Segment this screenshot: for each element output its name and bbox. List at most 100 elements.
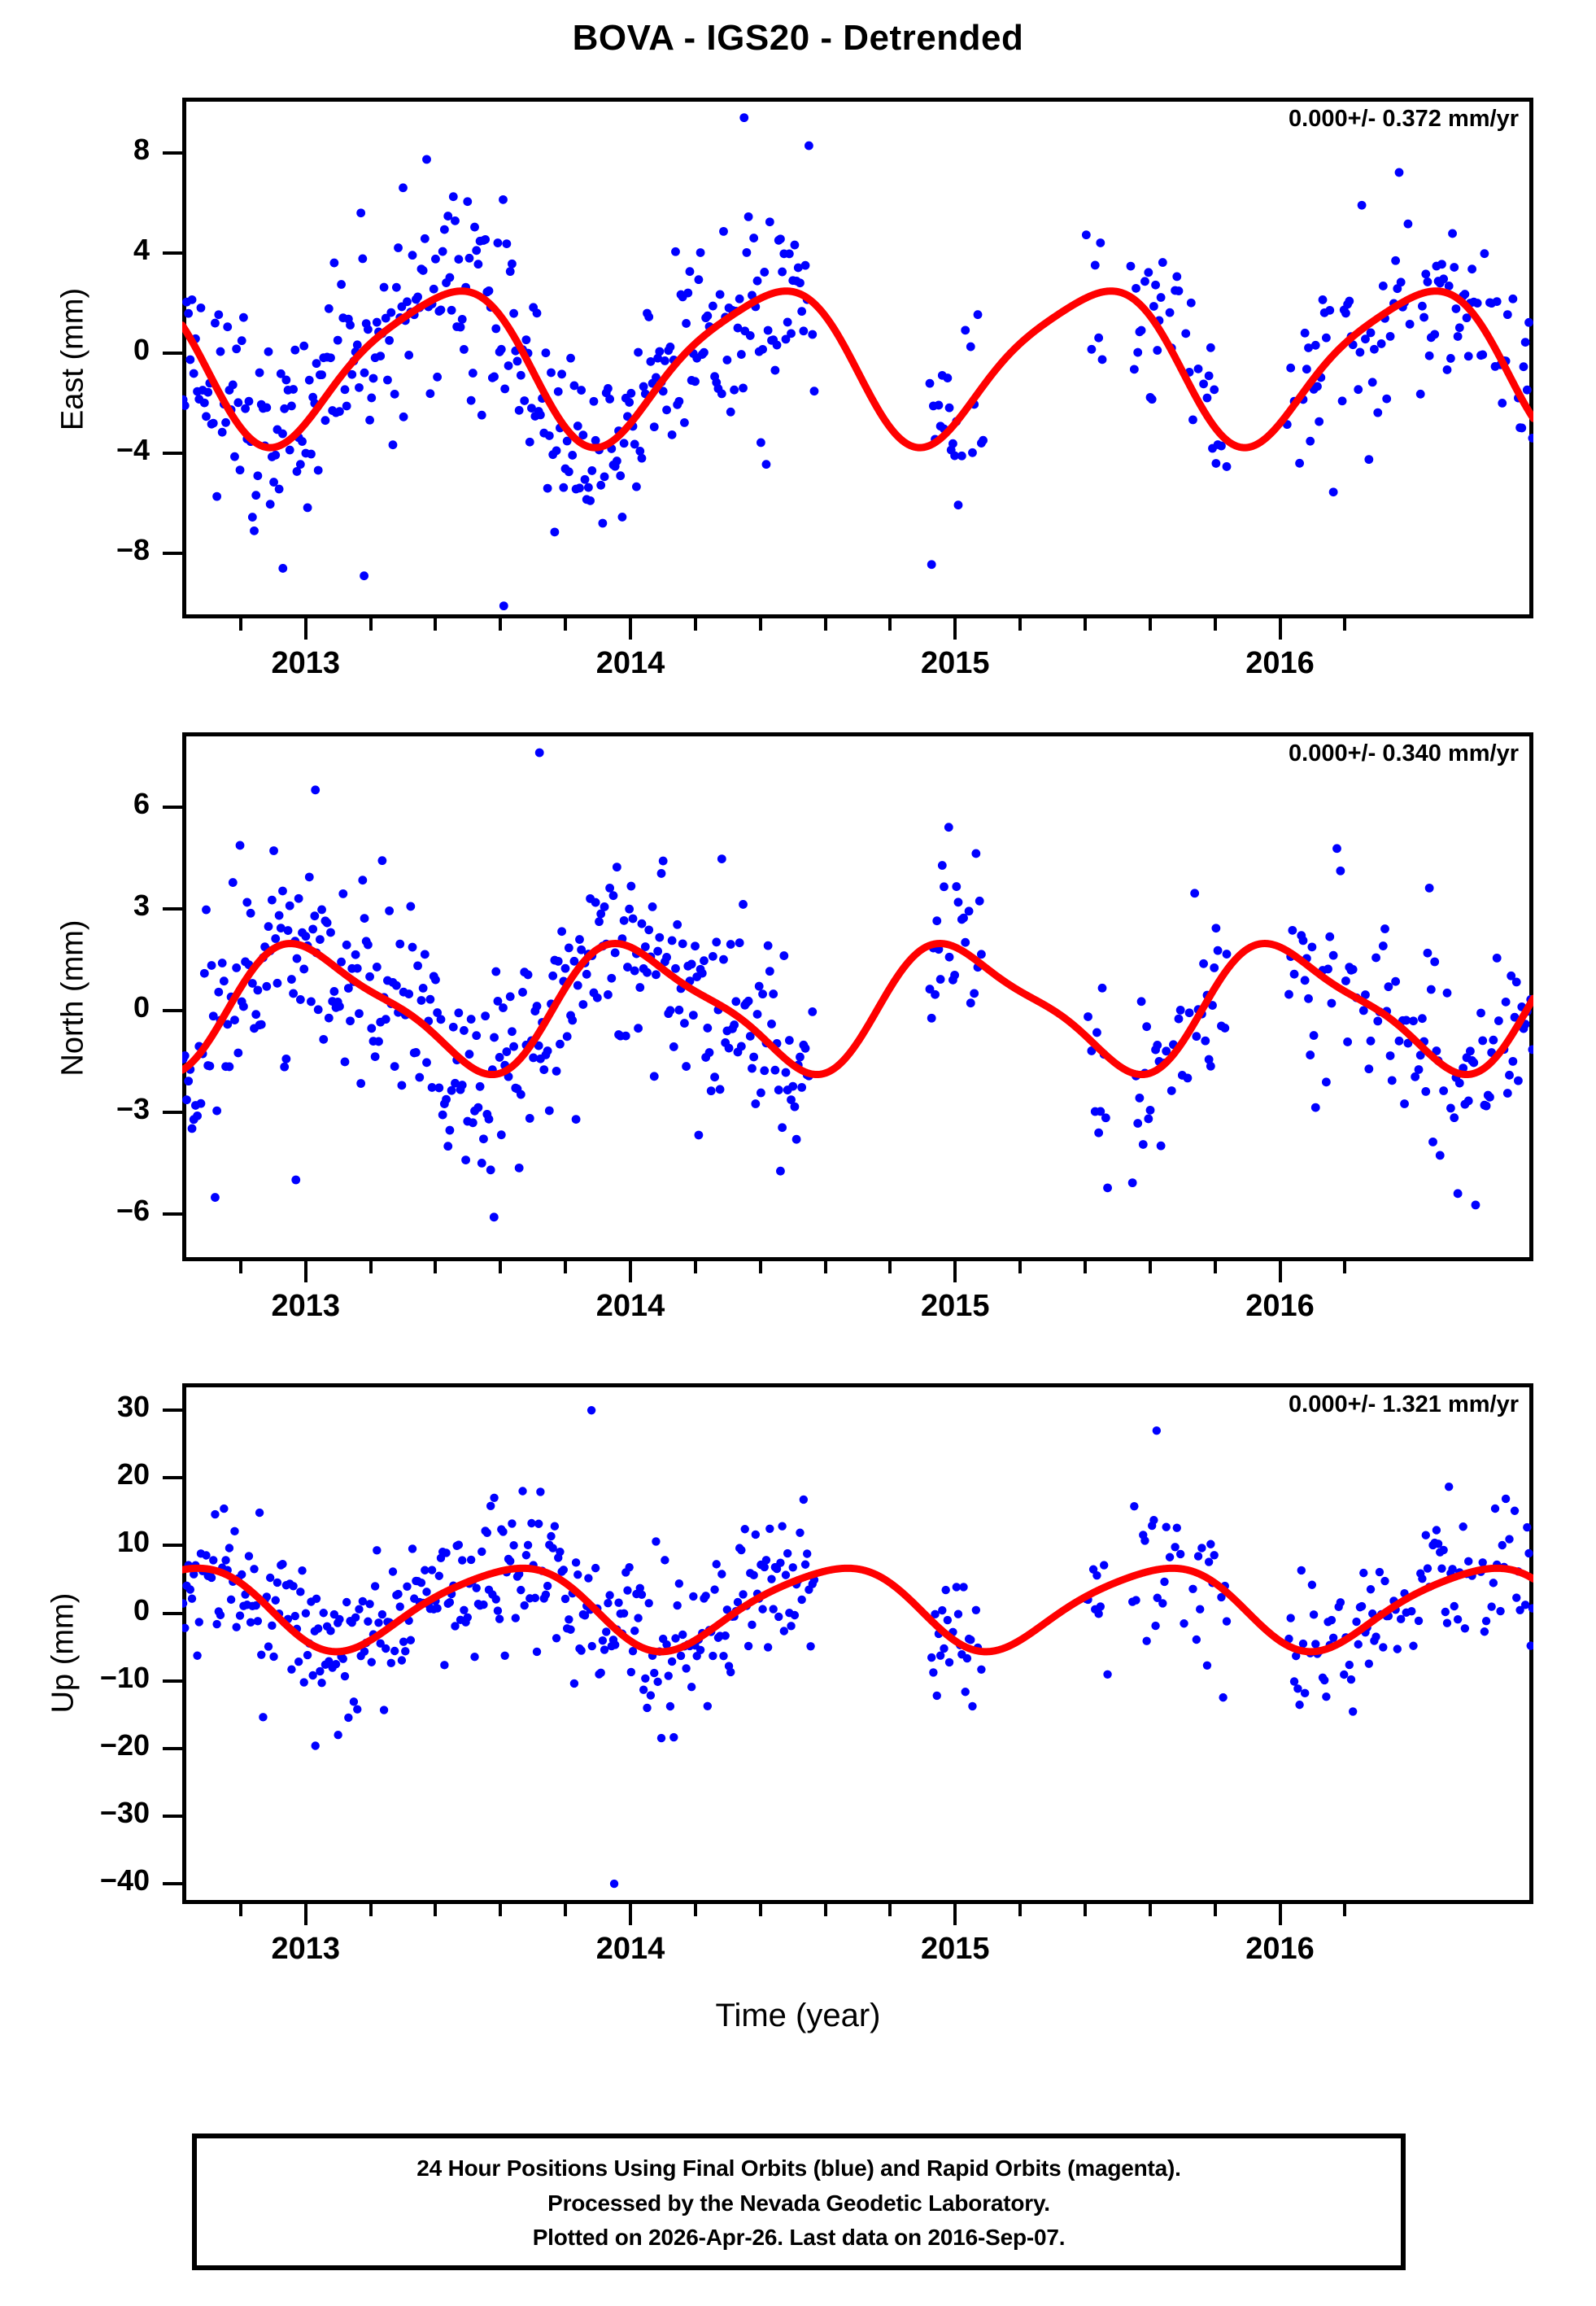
y-tick-mark — [163, 251, 182, 255]
y-tick-label: −8 — [116, 533, 150, 566]
y-tick-mark — [163, 1882, 182, 1886]
x-tick-label: 2016 — [1245, 1289, 1315, 1323]
x-tick-label: 2014 — [595, 646, 665, 680]
y-tick-mark — [163, 906, 182, 911]
y-tick-label: −3 — [116, 1091, 150, 1125]
x-tick-minor — [499, 1904, 503, 1916]
x-tick-minor — [1213, 618, 1217, 631]
rate-annotation-north: 0.000+/- 0.340 mm/yr — [1289, 740, 1519, 766]
x-tick-major — [953, 618, 957, 640]
panel-up: 0.000+/- 1.321 mm/yr — [182, 1383, 1533, 1904]
x-tick-minor — [238, 1261, 242, 1273]
x-tick-major — [303, 1904, 307, 1925]
y-tick-mark — [163, 1110, 182, 1114]
y-tick-mark — [163, 1679, 182, 1683]
x-tick-minor — [1343, 1904, 1347, 1916]
x-tick-minor — [499, 1261, 503, 1273]
y-tick-label: −10 — [99, 1660, 150, 1694]
caption-line-3: Plotted on 2026-Apr-26. Last data on 201… — [532, 2225, 1066, 2251]
x-tick-minor — [823, 1904, 827, 1916]
x-tick-minor — [1343, 618, 1347, 631]
y-tick-label: 0 — [133, 332, 150, 366]
x-tick-minor — [758, 618, 762, 631]
x-tick-label: 2016 — [1245, 646, 1315, 680]
y-tick-mark — [163, 1814, 182, 1818]
x-tick-major — [629, 1904, 632, 1925]
x-tick-minor — [368, 1261, 373, 1273]
x-tick-minor — [693, 1904, 697, 1916]
panel-east: 0.000+/- 0.372 mm/yr — [182, 98, 1533, 618]
x-tick-major — [303, 618, 307, 640]
y-tick-mark — [163, 151, 182, 155]
x-tick-minor — [1083, 618, 1087, 631]
plot-frame-up — [182, 1383, 1533, 1904]
caption-box: 24 Hour Positions Using Final Orbits (bl… — [192, 2133, 1406, 2270]
x-tick-minor — [564, 1261, 568, 1273]
y-tick-mark — [163, 1746, 182, 1750]
y-tick-label: 0 — [133, 1592, 150, 1627]
x-tick-label: 2014 — [595, 1289, 665, 1323]
x-tick-minor — [368, 618, 373, 631]
rate-annotation-east: 0.000+/- 0.372 mm/yr — [1289, 106, 1519, 132]
x-tick-minor — [434, 1261, 438, 1273]
x-tick-label: 2015 — [921, 1932, 990, 1966]
x-tick-label: 2013 — [271, 646, 340, 680]
y-tick-mark — [163, 1408, 182, 1413]
x-tick-minor — [823, 618, 827, 631]
plot-area-north — [182, 748, 1533, 1222]
y-tick-label: −20 — [99, 1727, 150, 1762]
x-tick-label: 2016 — [1245, 1932, 1315, 1966]
x-tick-minor — [434, 1904, 438, 1916]
x-tick-minor — [1148, 1261, 1152, 1273]
x-tick-major — [1278, 1904, 1282, 1925]
x-tick-minor — [564, 1904, 568, 1916]
x-tick-minor — [888, 618, 892, 631]
y-tick-mark — [163, 351, 182, 355]
x-tick-minor — [693, 1261, 697, 1273]
y-tick-label: 6 — [133, 786, 150, 820]
y-tick-label: −30 — [99, 1795, 150, 1829]
x-tick-minor — [823, 1261, 827, 1273]
x-tick-major — [629, 618, 632, 640]
x-axis-label: Time (year) — [715, 1998, 881, 2033]
x-tick-major — [303, 1261, 307, 1282]
x-tick-minor — [693, 618, 697, 631]
x-tick-minor — [1213, 1261, 1217, 1273]
x-tick-minor — [1213, 1904, 1217, 1916]
x-tick-minor — [238, 1904, 242, 1916]
y-tick-label: −4 — [116, 432, 150, 466]
x-tick-minor — [368, 1904, 373, 1916]
x-tick-major — [953, 1904, 957, 1925]
x-tick-major — [1278, 618, 1282, 640]
x-tick-minor — [758, 1261, 762, 1273]
x-tick-major — [1278, 1261, 1282, 1282]
y-tick-label: 30 — [116, 1390, 150, 1424]
y-tick-mark — [163, 805, 182, 809]
y-tick-label: 3 — [133, 888, 150, 922]
rate-annotation-up: 0.000+/- 1.321 mm/yr — [1289, 1391, 1519, 1417]
x-tick-label: 2015 — [921, 1289, 990, 1323]
x-tick-label: 2014 — [595, 1932, 665, 1966]
x-tick-label: 2013 — [271, 1289, 340, 1323]
x-tick-label: 2013 — [271, 1932, 340, 1966]
x-tick-minor — [1018, 1261, 1023, 1273]
y-tick-label: 10 — [116, 1525, 150, 1559]
y-tick-label: 20 — [116, 1457, 150, 1491]
y-tick-label: 0 — [133, 989, 150, 1024]
y-tick-mark — [163, 552, 182, 555]
x-tick-minor — [1343, 1261, 1347, 1273]
x-tick-minor — [1018, 1904, 1023, 1916]
y-tick-label: 4 — [133, 232, 150, 266]
x-tick-minor — [1083, 1261, 1087, 1273]
seasonal-fit-curve — [182, 1564, 1533, 1656]
y-tick-label: −40 — [99, 1863, 150, 1898]
x-tick-minor — [1083, 1904, 1087, 1916]
panel-north: 0.000+/- 0.340 mm/yr — [182, 732, 1533, 1261]
y-tick-mark — [163, 1544, 182, 1548]
y-tick-label: 8 — [133, 132, 150, 166]
y-tick-mark — [163, 451, 182, 455]
plot-area-east — [182, 113, 1533, 611]
plot-area-up — [182, 1406, 1533, 1889]
x-tick-minor — [564, 618, 568, 631]
